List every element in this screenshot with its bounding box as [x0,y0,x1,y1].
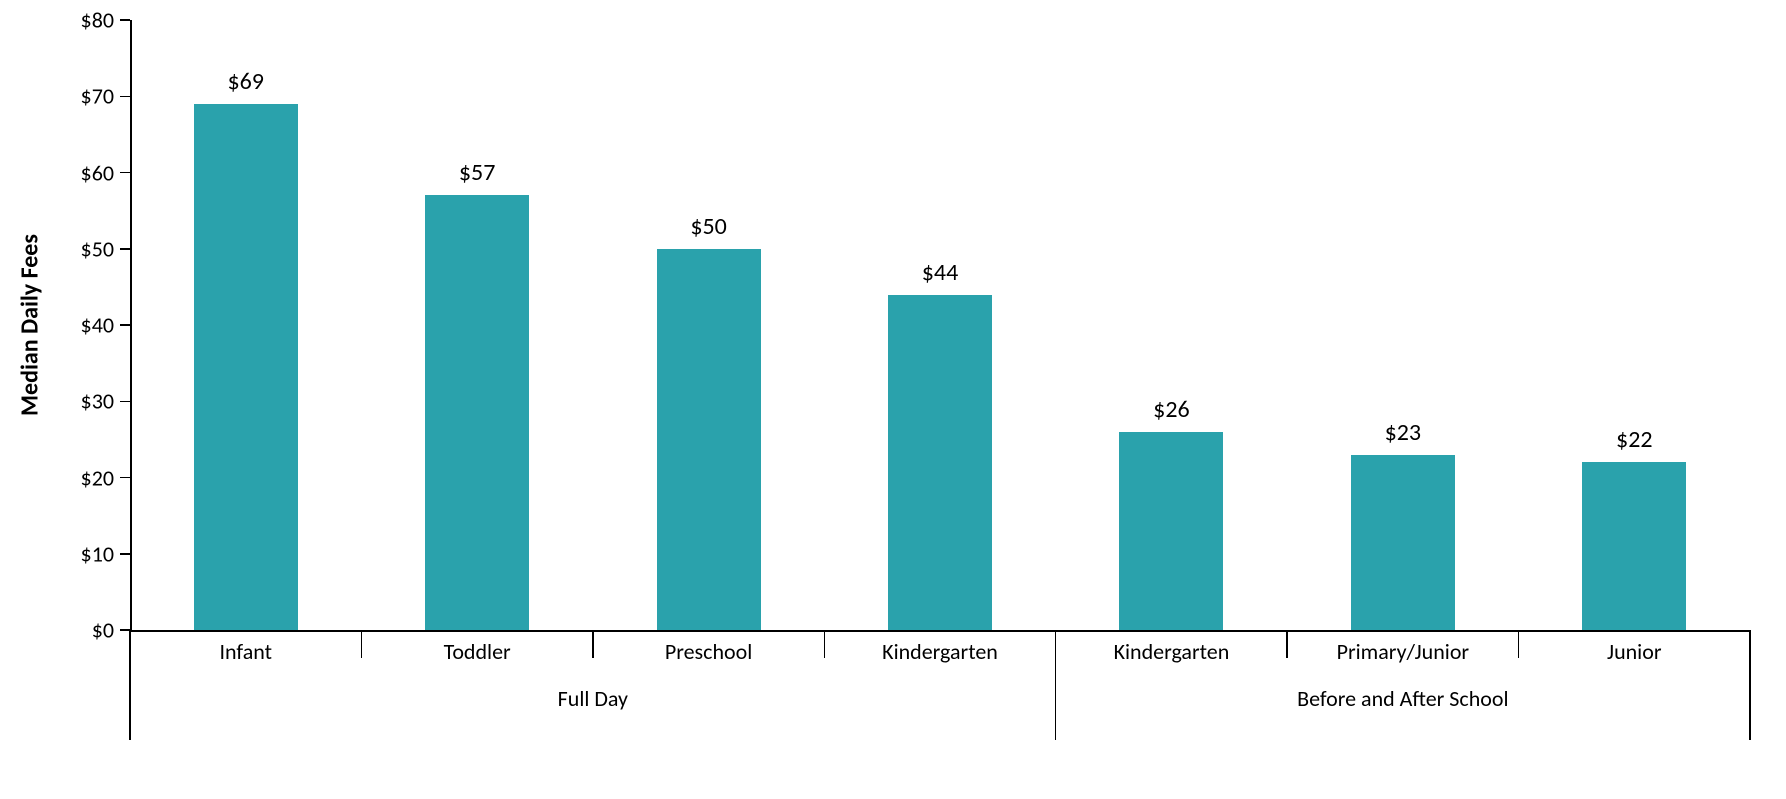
bar-value-label: $22 [1616,425,1653,454]
y-tick-mark [120,401,130,403]
bar-value-label: $26 [1153,395,1190,424]
group-tick [1749,630,1751,740]
bar-value-label: $23 [1385,418,1422,447]
y-tick-mark [120,248,130,250]
y-tick-mark [120,324,130,326]
category-tick [824,630,826,658]
bar [1582,462,1686,630]
y-tick-mark [120,172,130,174]
bar-value-label: $57 [459,158,496,187]
category-label: Preschool [665,638,752,665]
category-tick [1518,630,1520,658]
category-tick [1286,630,1288,658]
group-label: Full Day [558,685,628,712]
category-label: Primary/Junior [1337,638,1469,665]
y-tick-label: $20 [0,464,114,491]
bar-value-label: $69 [227,67,264,96]
y-tick-mark [120,96,130,98]
bar-value-label: $50 [690,212,727,241]
y-axis-line [130,20,132,630]
group-label: Before and After School [1297,685,1508,712]
category-label: Kindergarten [882,638,998,665]
category-label: Kindergarten [1114,638,1230,665]
bar [425,195,529,630]
bar [1351,455,1455,630]
category-label: Infant [219,638,272,665]
category-label: Toddler [444,638,511,665]
bar [1119,432,1223,630]
y-tick-label: $80 [0,7,114,34]
y-axis-title: Median Daily Fees [16,234,45,416]
y-tick-label: $60 [0,159,114,186]
x-axis-line [130,630,1750,632]
bar-value-label: $44 [922,258,959,287]
y-tick-label: $0 [0,617,114,644]
y-tick-label: $10 [0,540,114,567]
y-tick-label: $70 [0,83,114,110]
category-label: Junior [1607,638,1661,665]
category-tick [361,630,363,658]
bar [657,249,761,630]
category-tick [592,630,594,658]
y-tick-mark [120,477,130,479]
group-tick [129,630,131,740]
y-tick-mark [120,553,130,555]
bar [888,295,992,631]
median-daily-fees-chart: $0$10$20$30$40$50$60$70$80Median Daily F… [0,0,1786,799]
bar [194,104,298,630]
group-tick [1055,630,1057,740]
y-tick-mark [120,19,130,21]
